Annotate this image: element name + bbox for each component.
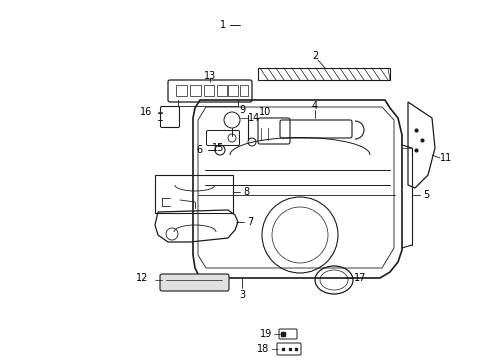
Text: 15: 15 — [212, 143, 224, 153]
Text: 3: 3 — [239, 290, 245, 300]
Text: 6: 6 — [196, 145, 202, 155]
Bar — [190, 85, 201, 96]
Text: 2: 2 — [312, 51, 318, 61]
Text: 18: 18 — [257, 344, 269, 354]
Text: 14: 14 — [248, 113, 260, 123]
Bar — [155, 175, 233, 213]
Text: 7: 7 — [247, 217, 253, 227]
Text: 17: 17 — [354, 273, 366, 283]
Text: 1: 1 — [220, 20, 226, 30]
Text: 4: 4 — [312, 101, 318, 111]
Text: 11: 11 — [440, 153, 452, 163]
Text: 9: 9 — [239, 105, 245, 115]
Text: 8: 8 — [243, 187, 249, 197]
FancyBboxPatch shape — [160, 274, 229, 291]
Bar — [240, 85, 248, 96]
Bar — [217, 85, 227, 96]
Text: 16: 16 — [140, 107, 152, 117]
Text: 10: 10 — [259, 107, 271, 117]
Bar — [176, 85, 187, 96]
Bar — [204, 85, 214, 96]
Text: 19: 19 — [260, 329, 272, 339]
Text: 13: 13 — [204, 71, 216, 81]
Text: 5: 5 — [423, 190, 429, 200]
Bar — [258, 68, 390, 80]
Bar — [228, 85, 238, 96]
Text: 12: 12 — [136, 273, 148, 283]
